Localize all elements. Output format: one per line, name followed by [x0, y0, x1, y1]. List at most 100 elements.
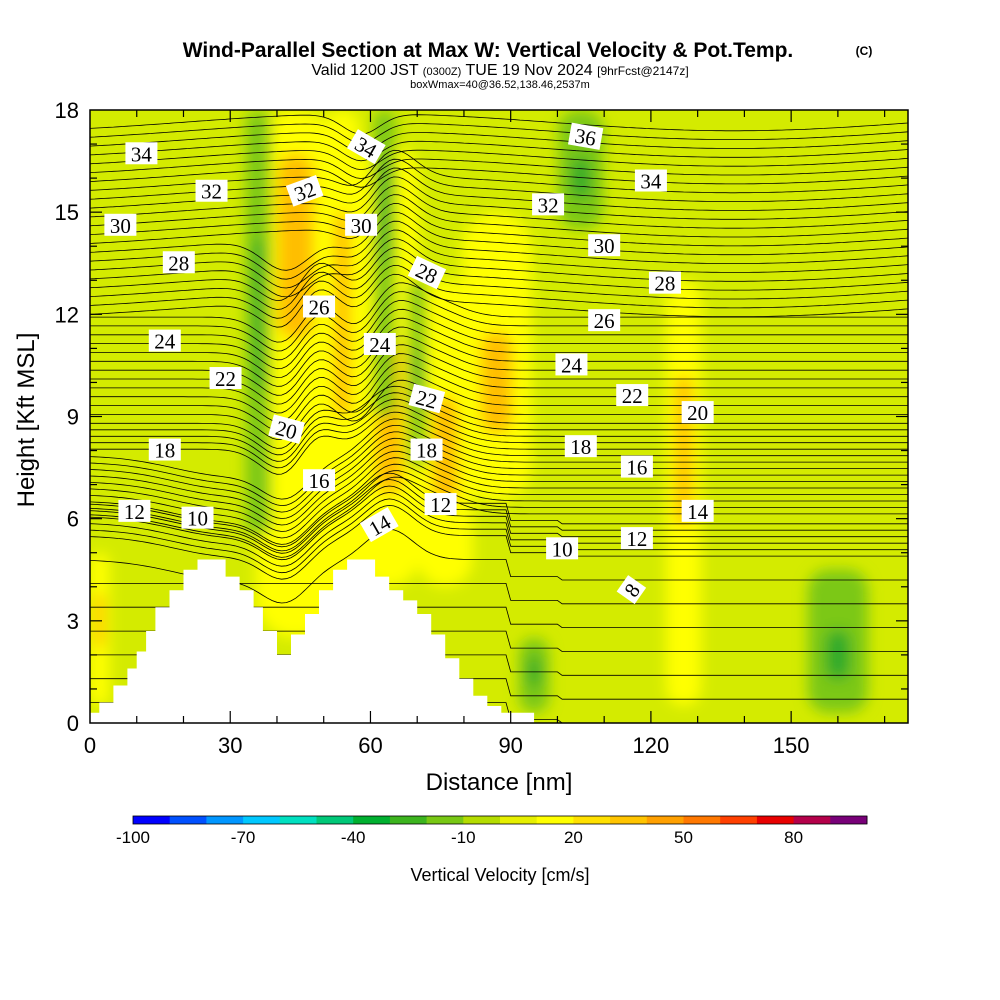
contour-label-text: 26	[309, 296, 330, 320]
colorbar: -100 -70 -40 -10 20 50 80	[116, 815, 868, 847]
terrain-profile	[90, 559, 535, 723]
theta-contour-27	[90, 405, 908, 469]
copyright-mark: (C)	[856, 44, 873, 58]
theta-contour-63	[90, 123, 908, 144]
contour-label-bg	[125, 142, 158, 165]
theta-contour-10	[90, 504, 908, 580]
contour-label-bg	[546, 537, 579, 560]
colorbar-tick-label: -70	[231, 828, 256, 847]
theta-contour-41	[90, 291, 908, 352]
y-tick-label: 0	[67, 711, 79, 736]
contour-label-text: 12	[124, 500, 145, 524]
subtitle-date: TUE 19 Nov 2024	[465, 62, 592, 79]
theta-contour-38	[90, 317, 908, 378]
colorbar-swatch-11	[536, 816, 574, 824]
theta-contour-43	[90, 273, 908, 328]
theta-contour-21	[90, 444, 908, 526]
downdraft-core-1	[380, 158, 389, 266]
y-axis-label: Height [Kft MSL]	[13, 333, 40, 508]
theta-contour-51	[90, 203, 908, 247]
y-tick-label: 3	[67, 609, 79, 634]
theta-contour-58	[90, 167, 908, 188]
colorbar-swatch-19	[830, 816, 868, 824]
contour-label-21: 36	[567, 122, 604, 151]
contour-label-text: 34	[640, 170, 662, 194]
contour-label-bg	[148, 329, 181, 352]
theta-contour-19	[90, 457, 908, 539]
contour-label-text: 34	[131, 142, 153, 166]
contour-label-31: 16	[620, 455, 653, 480]
theta-contour-46	[90, 247, 908, 302]
contour-label-bg	[616, 575, 647, 605]
contour-label-text: 16	[626, 456, 647, 480]
updraft-band-0	[255, 110, 336, 638]
colorbar-swatch-14	[646, 816, 684, 824]
y-tick-label: 18	[55, 98, 79, 123]
x-axis-label: Distance [nm]	[426, 769, 573, 796]
contour-label-text: 14	[687, 500, 709, 524]
subtitle-forecast-info: [9hrFcst@2147z]	[597, 64, 689, 78]
contour-label-30: 18	[564, 435, 597, 459]
colorbar-tick-label: -10	[451, 828, 476, 847]
theta-contour-54	[90, 176, 908, 220]
x-tick-label: 60	[358, 733, 382, 758]
contour-label-14: 30	[345, 213, 378, 238]
contour-label-text: 32	[538, 193, 559, 217]
contour-label-bg	[346, 129, 386, 165]
colorbar-swatch-7	[389, 816, 428, 824]
contour-label-11: 32	[285, 174, 324, 207]
contour-label-bg	[620, 527, 653, 550]
contour-label-3: 28	[162, 251, 195, 275]
updraft-core-1	[334, 213, 351, 416]
contour-label-29: 20	[681, 401, 714, 425]
contour-label-bg	[285, 174, 324, 207]
colorbar-tick-label: -100	[116, 828, 150, 847]
contour-label-bg	[555, 353, 588, 376]
contour-label-text: 22	[622, 384, 643, 408]
contour-label-bg	[181, 506, 214, 529]
theta-contour-37	[90, 326, 908, 387]
theta-contour-30	[90, 385, 908, 449]
contour-label-text: 36	[573, 124, 598, 151]
theta-contour-53	[90, 185, 908, 229]
contour-label-bg	[118, 499, 151, 522]
theta-contour-25	[90, 418, 908, 500]
updraft-core-4	[481, 331, 513, 434]
colorbar-swatch-6	[353, 816, 391, 824]
theta-contour-44	[90, 264, 908, 319]
contour-label-bg	[410, 438, 443, 461]
contour-label-1: 32	[195, 179, 228, 204]
contour-label-33: 12	[620, 527, 653, 551]
colorbar-swatch-10	[500, 816, 538, 824]
contour-label-9: 20	[268, 414, 305, 444]
contour-label-bg	[303, 295, 336, 318]
contour-label-24: 30	[588, 234, 621, 258]
contour-label-bg	[424, 493, 457, 516]
theta-contour-22	[90, 437, 908, 519]
contour-label-bg	[363, 332, 396, 355]
theta-contour-16	[90, 476, 908, 558]
contour-label-bg	[567, 122, 604, 150]
contour-label-text: 32	[201, 180, 222, 204]
colorbar-tick-label: 20	[564, 828, 583, 847]
contour-label-27: 24	[555, 353, 588, 377]
contour-label-5: 22	[209, 367, 242, 391]
colorbar-swatch-0	[133, 816, 171, 824]
contour-label-text: 24	[561, 353, 583, 377]
contour-label-bg	[616, 384, 649, 407]
contour-label-text: 22	[215, 367, 236, 391]
contour-label-12: 26	[303, 295, 336, 320]
colorbar-title: Vertical Velocity [cm/s]	[410, 865, 589, 885]
contour-label-bg	[681, 401, 714, 424]
contour-label-text: 16	[309, 469, 330, 493]
colorbar-swatch-13	[610, 816, 648, 824]
theta-contour-59	[90, 158, 908, 179]
colorbar-swatch-2	[206, 816, 244, 824]
theta-contour-49	[90, 220, 908, 280]
theta-contour-40	[90, 300, 908, 361]
contour-label-text: 28	[168, 251, 189, 275]
contour-label-text: 18	[570, 435, 591, 459]
colorbar-swatch-15	[683, 816, 721, 824]
